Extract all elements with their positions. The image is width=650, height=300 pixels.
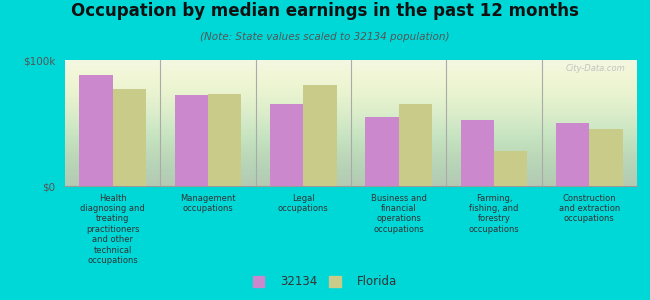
Text: Occupation by median earnings in the past 12 months: Occupation by median earnings in the pas… (71, 2, 579, 20)
Bar (112, 89, 146, 186)
Bar (556, 123, 590, 186)
Bar (365, 117, 398, 186)
Legend: 32134, Florida: 32134, Florida (250, 271, 400, 291)
Bar (461, 121, 494, 186)
Text: (Note: State values scaled to 32134 population): (Note: State values scaled to 32134 popu… (200, 32, 450, 41)
Bar (175, 95, 208, 186)
Bar (270, 104, 304, 186)
Bar (590, 129, 623, 186)
Bar (208, 94, 241, 186)
Bar (494, 151, 527, 186)
Bar (304, 85, 337, 186)
Bar (398, 104, 432, 186)
Bar (79, 75, 112, 186)
Text: City-Data.com: City-Data.com (566, 64, 625, 73)
